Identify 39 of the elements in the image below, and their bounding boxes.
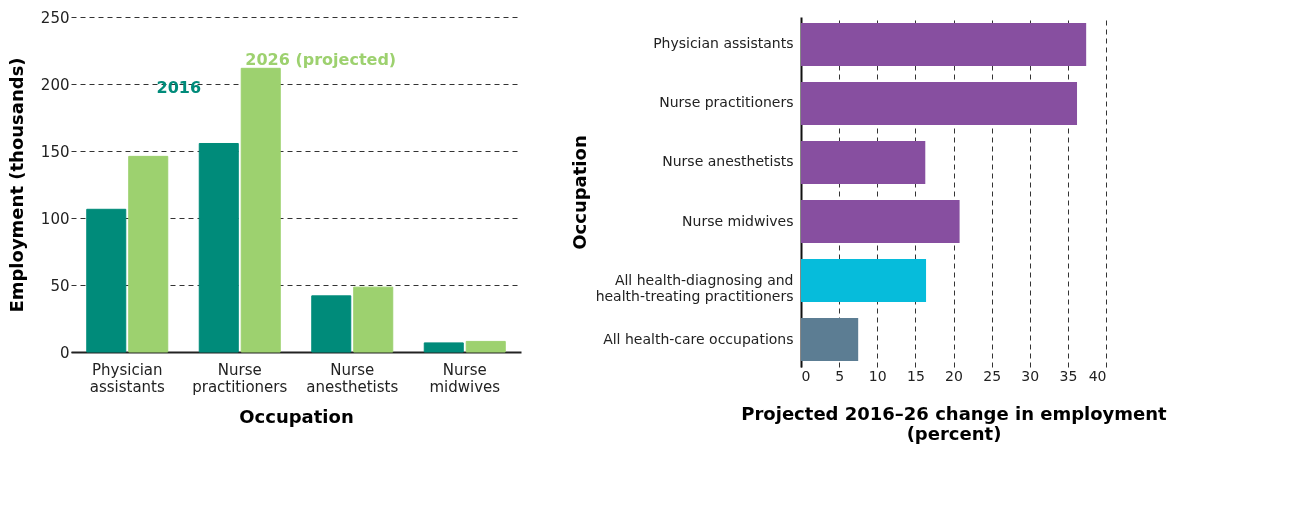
x-tick-label: 0 [801, 367, 811, 384]
bar [198, 143, 239, 353]
y-axis-title: Occupation [568, 135, 590, 250]
x-tick-label: 25 [983, 367, 1002, 384]
y-tick-label: 0 [59, 343, 70, 362]
x-tick-label: Physician assistants [89, 360, 165, 396]
x-tick-label: 15 [906, 367, 925, 384]
y-tick-label: 50 [50, 276, 70, 295]
x-axis-title: Occupation [239, 405, 354, 427]
x-tick-label: Nurse anesthetists [306, 360, 399, 396]
x-tick-label: 35 [1059, 367, 1078, 384]
series-label: 2026 (projected) [245, 50, 397, 70]
bar [240, 67, 281, 353]
bar [353, 286, 394, 353]
x-tick-label: 20 [945, 367, 963, 384]
y-tick-label: All health-care occupations [603, 330, 794, 347]
text: 2016 [156, 78, 202, 98]
y-axis-title: Employment (thousands) [5, 57, 27, 313]
y-tick-label: Nurse practitioners [659, 94, 794, 111]
x-axis-title: Projected 2016–26 change in employment (percent) [741, 402, 1168, 444]
bar [128, 155, 169, 353]
y-tick-label: 250 [40, 8, 70, 27]
y-tick-label: Nurse midwives [682, 212, 794, 229]
x-tick-label: 30 [1021, 367, 1040, 384]
bar [423, 342, 464, 353]
y-tick-label: Nurse anesthetists [662, 153, 794, 170]
x-tick-label: 5 [835, 367, 845, 384]
y-tick-label: All health-diagnosing and health-treating practitioners [595, 271, 794, 304]
bar [86, 208, 127, 353]
bar [465, 340, 506, 353]
y-tick-label: 100 [40, 209, 70, 228]
x-tick-label: Nurse midwives [429, 360, 501, 396]
y-tick-label: 150 [40, 142, 70, 161]
y-tick-label: 200 [40, 75, 70, 94]
y-tick-label: Physician assistants [653, 35, 794, 52]
bar [311, 295, 352, 353]
x-tick-label: 40 [1088, 367, 1107, 384]
x-tick-label: Nurse practitioners [192, 360, 288, 396]
x-tick-label: 10 [868, 367, 887, 384]
